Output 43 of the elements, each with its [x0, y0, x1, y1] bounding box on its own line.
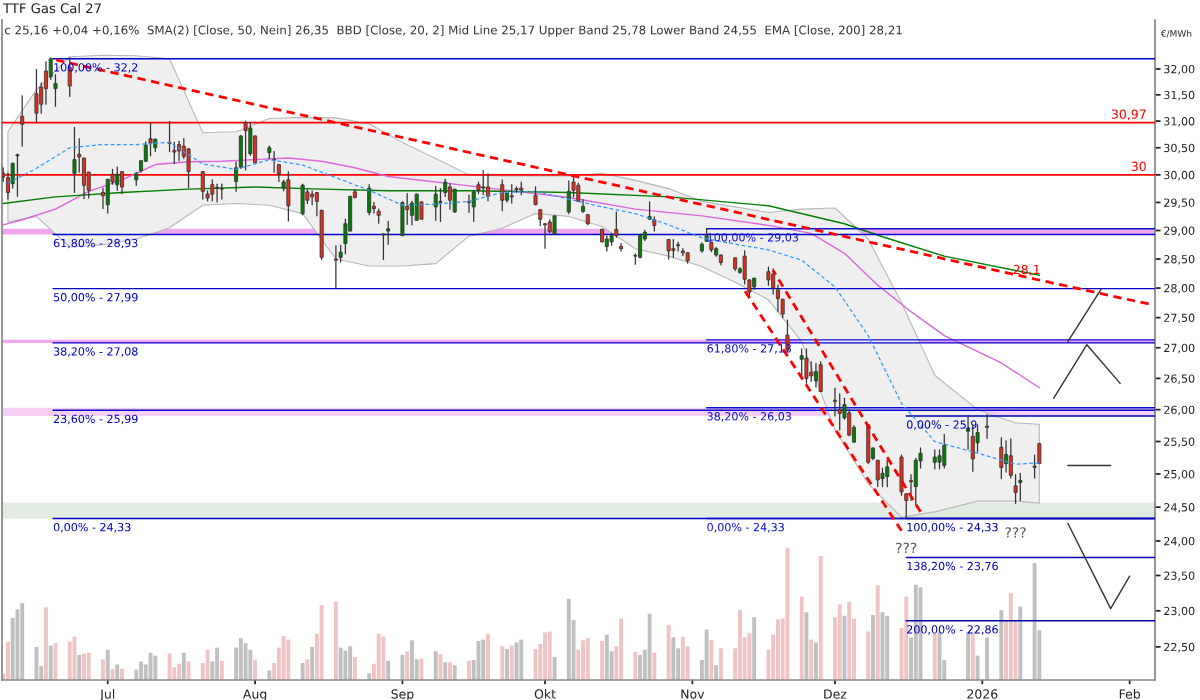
- ref-line-label: 30: [1131, 161, 1146, 172]
- ref-line-label: 30,97: [1111, 109, 1146, 121]
- y-tick-label: 27,00: [1164, 343, 1195, 354]
- series-label: 100,00% - 24,33: [907, 522, 998, 533]
- series-label: 61,80% - 28,93: [53, 238, 138, 249]
- y-tick-label: 24,00: [1164, 536, 1195, 547]
- y-tick-label: 27,50: [1164, 313, 1195, 324]
- x-tick-label: Feb: [1119, 689, 1141, 699]
- y-tick-label: 23,00: [1164, 606, 1195, 617]
- x-tick-label: Okt: [534, 689, 556, 699]
- y-tick-label: 31,50: [1164, 90, 1195, 101]
- annotation: ???: [1005, 527, 1026, 538]
- y-tick-label: 32,00: [1164, 64, 1195, 75]
- y-tick-label: 29,00: [1164, 226, 1195, 237]
- y-tick-label: 28,50: [1164, 255, 1195, 265]
- series-label: 200,00% - 22,86: [907, 625, 998, 635]
- series-label: 23,60% - 25,99: [53, 414, 138, 425]
- y-tick-label: 28,00: [1164, 284, 1195, 294]
- chart-subtitle: c 25,16 +0,04 +0,16% SMA(2) [Close, 50, Nein] 26,35 BBD [Close, 20, 2] Mid Line 25,17 Upper Band 25,78 Lower Band 24,55 EMA [Close, 200] 28,21: [4, 25, 902, 37]
- series-label: 38,20% - 26,03: [707, 412, 791, 422]
- series-label: 0,00% - 25,9: [906, 420, 977, 430]
- series-label: 0,00% - 24,33: [53, 522, 131, 533]
- series-label: 38,20% - 27,08: [53, 347, 138, 357]
- y-tick-label: 26,00: [1164, 405, 1195, 416]
- y-axis-title: €/MWh: [1160, 29, 1192, 38]
- chart-title: TTF Gas Cal 27: [2, 3, 101, 14]
- series-label: 50,00% - 27,99: [53, 293, 138, 303]
- x-tick-label: Dez: [824, 689, 847, 699]
- y-tick-label: 25,50: [1164, 437, 1195, 448]
- series-label: 138,20% - 23,76: [907, 561, 998, 572]
- y-tick-label: 22,50: [1164, 642, 1195, 653]
- y-tick-label: 29,50: [1164, 198, 1195, 208]
- annotation: ???: [896, 542, 917, 553]
- y-tick-label: 23,50: [1164, 571, 1195, 582]
- y-tick-label: 31,00: [1164, 117, 1195, 127]
- y-tick-label: 26,50: [1164, 374, 1195, 384]
- y-tick-label: 30,50: [1164, 143, 1195, 154]
- series-label: 0,00% - 24,33: [707, 522, 784, 533]
- x-tick-label: 2026: [967, 689, 998, 699]
- y-tick-label: 30,00: [1164, 170, 1195, 181]
- y-tick-label: 25,00: [1164, 469, 1195, 480]
- x-tick-label: Nov: [681, 689, 705, 699]
- y-tick-label: 24,50: [1164, 503, 1195, 513]
